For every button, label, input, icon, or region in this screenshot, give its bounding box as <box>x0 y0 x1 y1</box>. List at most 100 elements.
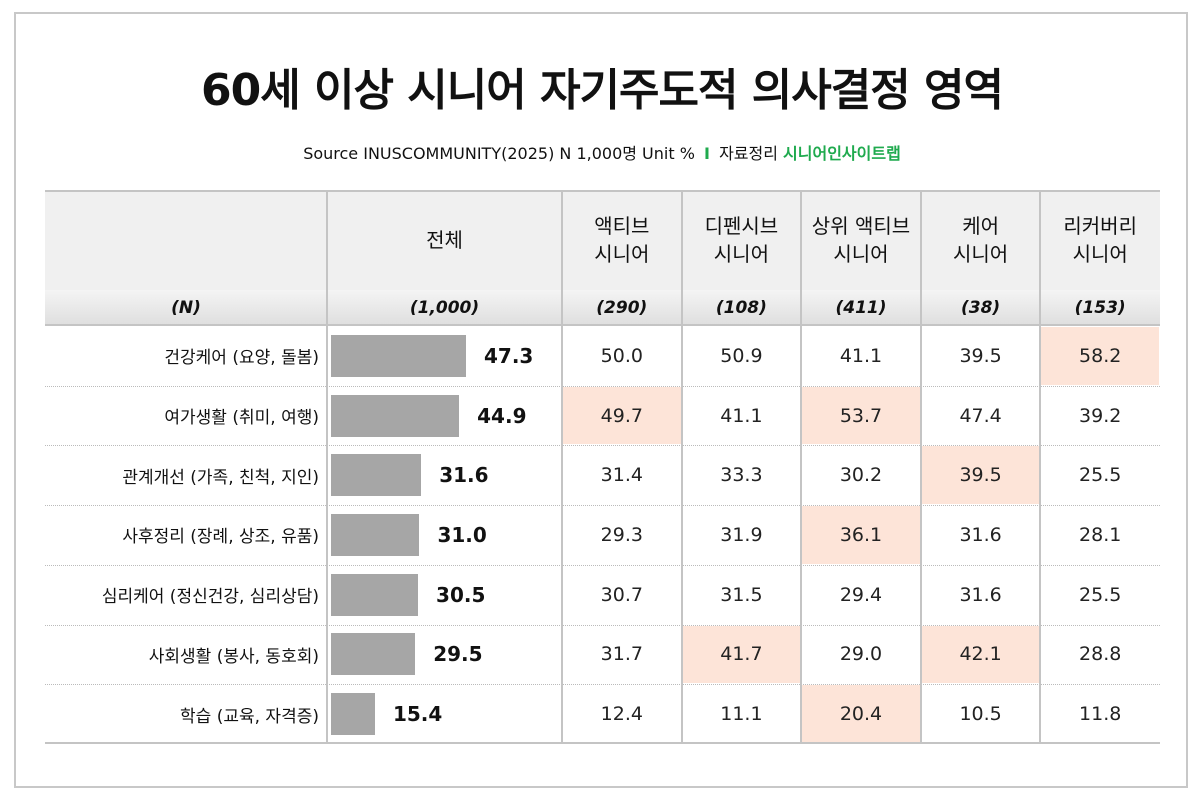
column-header: 전체 <box>327 190 562 290</box>
header-bottom-rule <box>45 324 1160 326</box>
value-cell: 10.5 <box>959 703 1002 726</box>
column-header-line1: 상위 액티브 <box>811 214 911 238</box>
total-bar <box>331 454 422 497</box>
row-label: 학습 (교육, 자격증) <box>180 706 319 727</box>
row-label: 사회생활 (봉사, 동호회) <box>148 646 319 667</box>
table-bottom-rule <box>45 741 1160 744</box>
row-label: 심리케어 (정신건강, 심리상담) <box>101 587 319 608</box>
row-divider <box>45 684 1160 686</box>
column-n: (38) <box>960 298 1001 318</box>
column-n: (290) <box>596 298 648 318</box>
source-separator: I <box>704 144 710 163</box>
source-line: Source INUSCOMMUNITY(2025) N 1,000명 Unit… <box>0 140 1204 164</box>
value-cell: 25.5 <box>1079 583 1122 606</box>
total-bar-value: 31.6 <box>439 463 489 488</box>
column-rule <box>1039 190 1042 744</box>
row-label: 관계개선 (가족, 친척, 지인) <box>122 467 319 488</box>
value-cell: 20.4 <box>802 685 920 743</box>
row-divider <box>45 445 1160 447</box>
value-cell: 39.5 <box>959 344 1002 367</box>
lab-name: 시니어인사이트랩 <box>783 144 901 163</box>
row-label: 여가생활 (취미, 여행) <box>164 408 319 429</box>
total-bar <box>331 513 420 556</box>
column-header-line1: 액티브 <box>594 214 650 238</box>
value-cell: 11.8 <box>1079 703 1122 726</box>
compiled-label: 자료정리 <box>719 144 778 163</box>
value-cell: 29.0 <box>839 643 883 666</box>
value-cell: 31.6 <box>959 583 1002 606</box>
row-divider <box>45 505 1160 507</box>
total-bar <box>331 693 375 736</box>
value-cell: 31.6 <box>959 523 1002 546</box>
column-header-line1: 전체 <box>426 228 463 252</box>
value-cell: 50.0 <box>600 344 643 367</box>
header-background <box>45 190 1160 290</box>
value-cell: 31.7 <box>600 643 643 666</box>
value-cell: 49.7 <box>563 386 681 445</box>
value-cell: 42.1 <box>921 625 1040 684</box>
column-rule <box>561 190 563 744</box>
data-table: (N) 전체 (1,000) 액티브 시니어 (290) 디펜시브 시니어 (108) 상위 액… <box>45 190 1160 744</box>
row-divider <box>45 564 1160 566</box>
value-cell: 41.7 <box>682 625 801 684</box>
column-n: (411) <box>835 298 887 318</box>
column-n: (108) <box>715 298 767 318</box>
source-text: Source INUSCOMMUNITY(2025) N 1,000명 Unit… <box>303 144 695 163</box>
table-top-rule <box>45 190 1160 192</box>
row-divider <box>45 385 1160 387</box>
column-header: 액티브 시니어 <box>562 190 682 290</box>
value-cell: 28.1 <box>1079 523 1122 546</box>
value-cell: 29.4 <box>839 583 883 606</box>
total-bar-value: 44.9 <box>477 403 527 428</box>
column-header-line1: 케어 <box>962 214 999 238</box>
row-label: 건강케어 (요양, 돌봄) <box>164 348 319 369</box>
column-header-line2: 시니어 <box>833 242 889 266</box>
value-cell: 41.1 <box>720 404 763 427</box>
column-header-line2: 시니어 <box>1072 242 1128 266</box>
value-cell: 31.9 <box>720 523 763 546</box>
value-cell: 58.2 <box>1041 327 1159 385</box>
value-cell: 39.2 <box>1079 404 1122 427</box>
value-cell: 36.1 <box>802 506 920 564</box>
total-bar-value: 15.4 <box>392 702 443 727</box>
value-cell: 39.5 <box>921 446 1040 505</box>
value-cell: 33.3 <box>720 464 763 487</box>
column-n: (153) <box>1074 298 1126 318</box>
column-rule <box>680 190 683 744</box>
total-bar <box>331 633 416 676</box>
value-cell: 11.1 <box>720 703 763 726</box>
column-rule <box>919 190 922 744</box>
row-divider <box>45 624 1160 626</box>
value-cell: 47.4 <box>959 404 1002 427</box>
value-cell: 25.5 <box>1079 464 1122 487</box>
column-header-line2: 시니어 <box>952 242 1009 266</box>
n-row-background <box>45 290 1160 326</box>
column-header-line2: 시니어 <box>713 242 769 266</box>
total-bar <box>331 573 419 616</box>
value-cell: 53.7 <box>802 386 920 445</box>
total-bar-value: 31.0 <box>437 522 487 547</box>
value-cell: 30.2 <box>839 464 883 487</box>
value-cell: 12.4 <box>600 703 643 726</box>
column-n: (1,000) <box>409 298 480 318</box>
total-bar-value: 30.5 <box>436 582 486 607</box>
n-label: (N) <box>171 298 201 318</box>
column-header-line1: 디펜시브 <box>704 214 779 238</box>
value-cell: 50.9 <box>720 344 763 367</box>
value-cell: 28.8 <box>1079 643 1122 666</box>
value-cell: 31.4 <box>600 464 643 487</box>
value-cell: 41.1 <box>839 344 883 367</box>
row-label: 사후정리 (장례, 상조, 유품) <box>122 527 319 548</box>
value-cell: 29.3 <box>600 523 643 546</box>
column-rule <box>326 190 328 744</box>
column-header-line1: 리커버리 <box>1063 214 1137 238</box>
column-rule <box>800 190 803 744</box>
total-bar-value: 47.3 <box>484 343 534 368</box>
total-bar <box>331 334 466 377</box>
value-cell: 30.7 <box>600 583 643 606</box>
total-bar-value: 29.5 <box>433 642 483 667</box>
total-bar <box>331 394 460 437</box>
